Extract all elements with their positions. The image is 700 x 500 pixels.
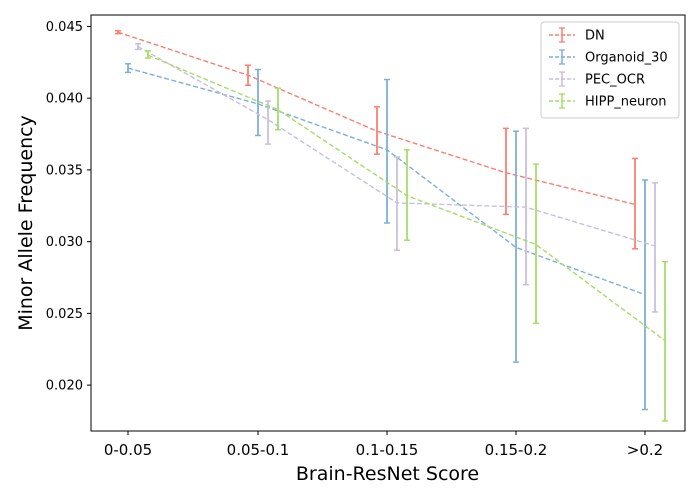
x-tick-label: 0.05-0.1 [227,441,290,459]
y-tick-label: 0.025 [46,307,83,322]
legend-item: PEC_OCR [549,71,645,88]
y-tick-label: 0.045 [46,20,83,35]
legend-label: Organoid_30 [585,51,668,66]
series-pec-ocr [135,42,658,313]
x-axis-title: Brain-ResNet Score [296,463,479,485]
legend: DN Organoid_30 PEC_OCR HIPP_neuron [540,21,680,119]
legend-label: HIPP_neuron [585,95,667,110]
legend-box [540,21,680,119]
x-tick-label: 0.1-0.15 [356,441,419,459]
series-organoid-30 [125,63,648,411]
legend-label: PEC_OCR [585,73,645,88]
y-tick-label: 0.040 [46,92,83,107]
y-tick-label: 0.030 [46,235,83,250]
plot-frame [90,14,686,432]
y-tick-label: 0.035 [46,163,83,178]
series-hipp-neuron [145,50,668,422]
y-tick-label: 0.020 [46,379,83,394]
plot-area: 0.020 0.025 0.030 0.035 0.040 0.045 0-0.05 0.05… [46,14,686,459]
legend-item: Organoid_30 [549,49,668,66]
x-tick-label: 0-0.05 [104,441,152,459]
x-tick-label: >0.2 [627,441,663,459]
series-dn [115,30,638,250]
x-tick-label: 0.15-0.2 [485,441,548,459]
legend-item: DN [549,27,605,44]
legend-label: DN [585,29,605,44]
y-axis-title: Minor Allele Frequency [15,115,37,331]
legend-item: HIPP_neuron [549,93,667,110]
